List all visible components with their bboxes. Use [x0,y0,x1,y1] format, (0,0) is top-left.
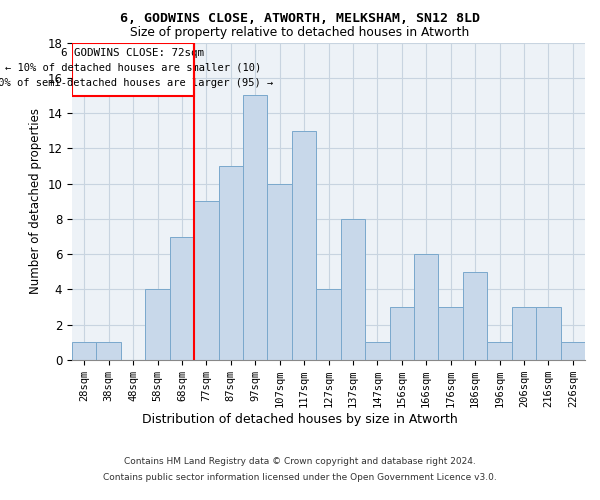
Text: Contains HM Land Registry data © Crown copyright and database right 2024.: Contains HM Land Registry data © Crown c… [124,458,476,466]
Bar [218,166,243,360]
Bar [560,342,585,360]
Bar [268,184,292,360]
Bar [72,342,97,360]
Text: 6, GODWINS CLOSE, ATWORTH, MELKSHAM, SN12 8LD: 6, GODWINS CLOSE, ATWORTH, MELKSHAM, SN1… [120,12,480,26]
Bar [292,130,316,360]
Bar [487,342,512,360]
Bar [97,342,121,360]
Bar [341,219,365,360]
Bar [194,201,218,360]
Bar [414,254,439,360]
Bar [512,307,536,360]
Text: Contains public sector information licensed under the Open Government Licence v3: Contains public sector information licen… [103,472,497,482]
Bar [389,307,414,360]
Bar [145,290,170,360]
Bar [316,290,341,360]
Bar [170,236,194,360]
Text: 6 GODWINS CLOSE: 72sqm: 6 GODWINS CLOSE: 72sqm [61,48,205,58]
Bar [365,342,389,360]
Text: ← 10% of detached houses are smaller (10): ← 10% of detached houses are smaller (10… [5,63,261,73]
Y-axis label: Number of detached properties: Number of detached properties [29,108,42,294]
Bar [243,96,268,360]
Text: 90% of semi-detached houses are larger (95) →: 90% of semi-detached houses are larger (… [0,78,274,88]
Bar [463,272,487,360]
Text: Size of property relative to detached houses in Atworth: Size of property relative to detached ho… [130,26,470,39]
Text: Distribution of detached houses by size in Atworth: Distribution of detached houses by size … [142,412,458,426]
Bar [536,307,560,360]
Bar [439,307,463,360]
FancyBboxPatch shape [72,42,194,96]
